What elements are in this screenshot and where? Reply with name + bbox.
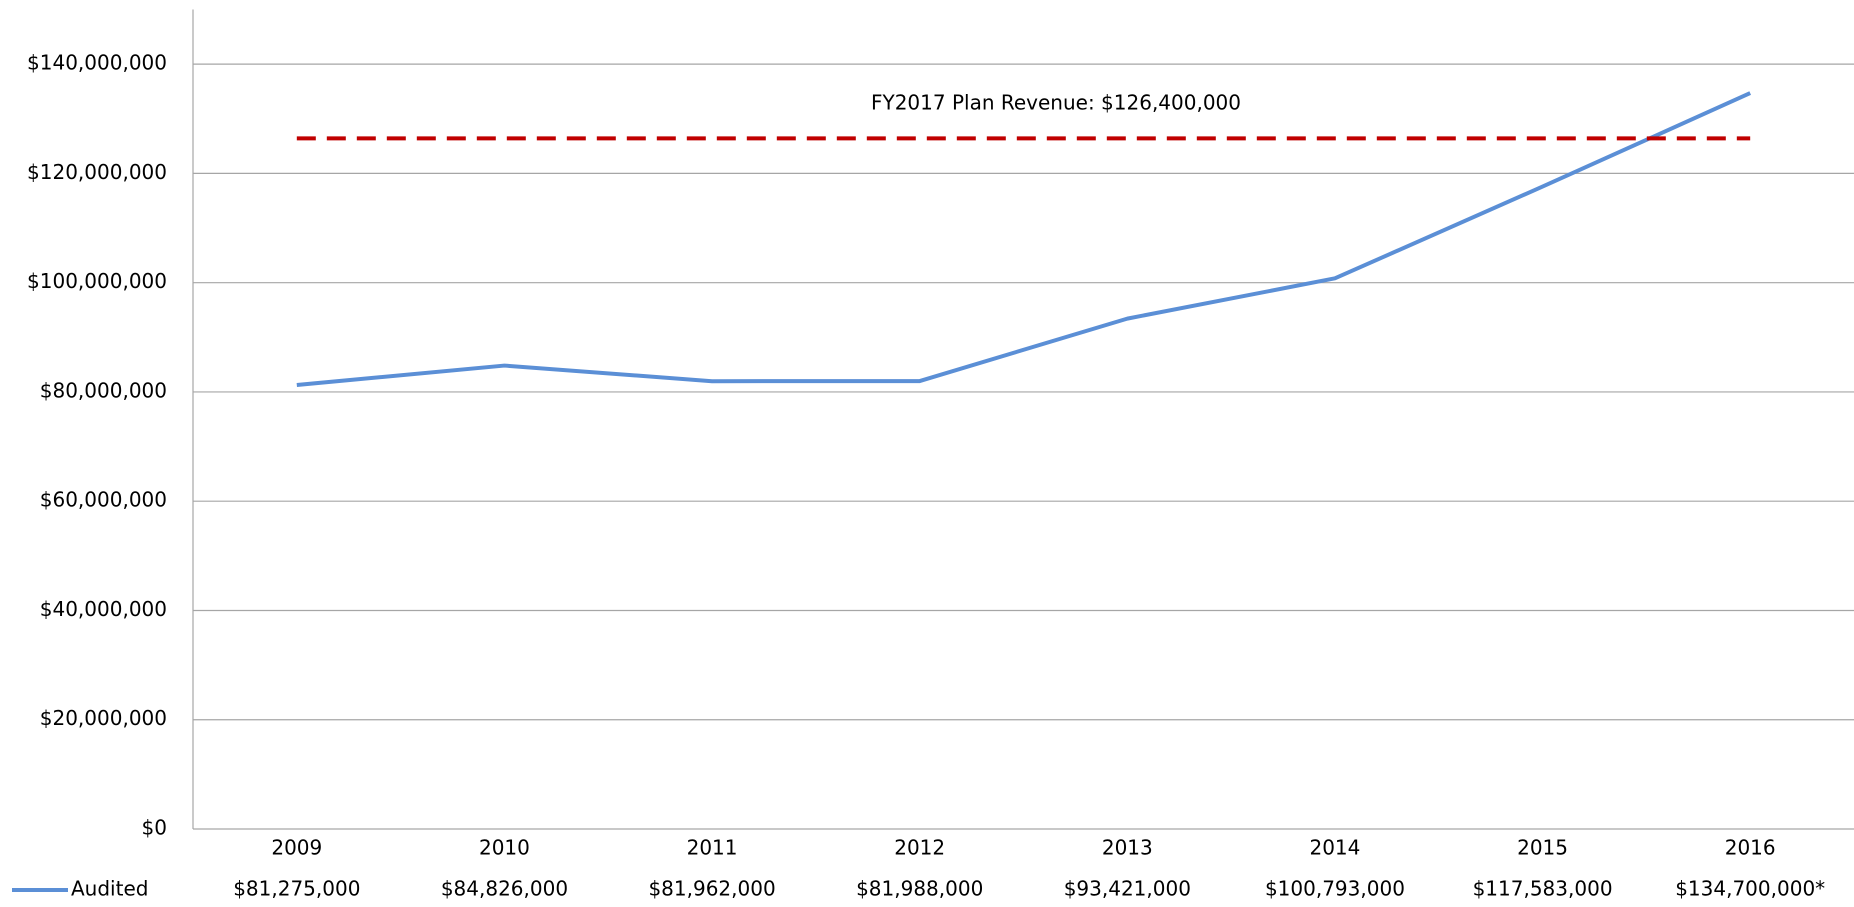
y-tick-label: $40,000,000: [40, 597, 167, 621]
y-tick-label: $120,000,000: [27, 160, 167, 184]
x-tick-label: 2014: [1309, 836, 1360, 860]
data-table-value: $93,421,000: [1064, 877, 1191, 901]
data-table-value: $134,700,000*: [1675, 877, 1825, 901]
x-tick-label: 2016: [1725, 836, 1776, 860]
x-tick-label: 2012: [894, 836, 945, 860]
y-tick-label: $80,000,000: [40, 378, 167, 402]
x-tick-label: 2011: [687, 836, 738, 860]
x-tick-label: 2015: [1517, 836, 1568, 860]
data-table-value: $81,962,000: [648, 877, 775, 901]
y-tick-label: $140,000,000: [27, 51, 167, 75]
x-tick-label: 2013: [1102, 836, 1153, 860]
y-tick-label: $0: [142, 816, 167, 840]
y-tick-label: $100,000,000: [27, 269, 167, 293]
series-line: [296, 91, 1752, 387]
reference-label: FY2017 Plan Revenue: $126,400,000: [871, 91, 1241, 115]
data-table-value: $81,988,000: [856, 877, 983, 901]
data-table-value: $100,793,000: [1265, 877, 1405, 901]
y-tick-label: $60,000,000: [40, 488, 167, 512]
legend-label: Audited: [71, 877, 148, 901]
y-tick-label: $20,000,000: [40, 706, 167, 730]
data-table-value: $81,275,000: [233, 877, 360, 901]
x-tick-label: 2010: [479, 836, 530, 860]
data-table-value: $84,826,000: [441, 877, 568, 901]
data-table-value: $117,583,000: [1473, 877, 1613, 901]
x-tick-label: 2009: [271, 836, 322, 860]
